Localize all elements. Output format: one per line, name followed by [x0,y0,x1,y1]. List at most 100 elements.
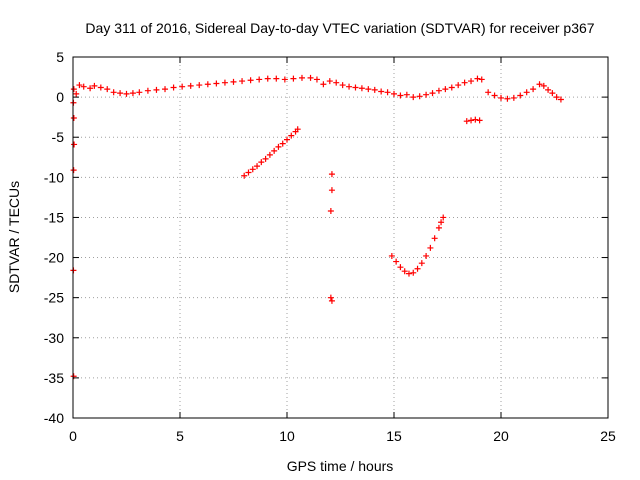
data-point [485,89,492,96]
data-point [455,82,462,89]
data-point [117,90,124,97]
y-tick-label: 0 [56,89,64,105]
data-point [70,86,77,93]
data-point [418,260,425,267]
data-points [70,74,564,380]
data-point [196,82,203,89]
data-point [393,258,400,265]
data-point [123,90,130,97]
data-point [313,76,320,83]
grid [73,57,608,418]
data-point [264,75,271,82]
data-point [384,89,391,96]
axis-ticks: 0 5 10 15 20 25 5 0 -5 -10 -15 -20 -25 -30 -35 -40 [44,49,616,444]
data-point [530,86,537,93]
data-point [463,118,470,125]
data-point [294,126,301,133]
data-point [423,252,430,259]
series-rising-arc [241,126,301,179]
data-point [435,224,442,231]
plot-frame [72,56,609,419]
data-point [258,159,265,166]
data-point [328,187,335,194]
data-point [540,82,547,89]
data-point [442,86,449,93]
data-point [553,94,560,101]
data-point [97,84,104,91]
data-point [290,75,297,82]
data-point [213,80,220,87]
data-point [468,117,475,124]
data-point [461,79,468,86]
data-point [536,81,543,88]
y-tick-label: -10 [44,169,64,185]
data-point [320,81,327,88]
series-early-outliers [70,86,78,380]
x-axis-label: GPS time / hours [287,458,394,474]
data-point [170,84,177,91]
x-tick-label: 25 [600,428,616,444]
data-point [136,89,143,96]
data-point [179,83,186,90]
data-point [73,90,80,97]
data-point [410,269,417,276]
series-main-band [73,74,485,101]
data-point [144,87,151,94]
data-point [326,78,333,85]
y-tick-label: -30 [44,330,64,346]
data-point [391,90,397,97]
data-point [204,81,211,88]
data-point [284,136,290,143]
data-point [262,155,269,162]
data-point [427,244,434,251]
data-point [474,75,481,82]
data-point [256,76,263,83]
data-point [435,87,442,94]
x-tick-label: 20 [493,428,509,444]
data-point [298,74,305,81]
data-point [71,141,78,148]
data-point [405,270,412,277]
data-point [410,94,417,101]
data-point [401,268,408,275]
data-point [247,77,254,84]
data-point [110,89,117,96]
data-point [129,90,136,97]
data-point [162,86,169,93]
data-point [230,78,237,85]
y-tick-label: -15 [44,209,64,225]
data-point [472,116,479,123]
data-point [346,83,353,90]
data-point [478,76,485,83]
data-point [328,171,335,178]
x-tick-label: 5 [176,428,184,444]
data-point [279,140,286,147]
data-point [273,75,280,82]
y-axis-label: SDTVAR / TECUs [6,181,22,293]
data-point [397,92,404,99]
data-point [104,86,111,93]
y-tick-label: -40 [44,410,64,426]
data-point [76,82,83,89]
chart-title: Day 311 of 2016, Sidereal Day-to-day VTE… [85,20,594,36]
data-point [187,82,194,89]
data-point [416,93,423,100]
x-tick-label: 0 [69,428,77,444]
data-point [307,74,314,81]
data-point [549,90,556,97]
data-point [476,117,483,124]
data-point [328,297,335,304]
data-point [245,169,252,176]
data-point [431,235,438,242]
y-tick-label: -35 [44,370,64,386]
data-point [333,79,340,86]
data-point [491,92,498,99]
data-point [557,96,564,103]
x-tick-label: 10 [279,428,295,444]
data-point [423,91,430,98]
series-dip-curve [388,214,447,277]
data-point [388,252,395,259]
y-tick-label: 5 [56,49,64,65]
data-point [339,82,346,89]
